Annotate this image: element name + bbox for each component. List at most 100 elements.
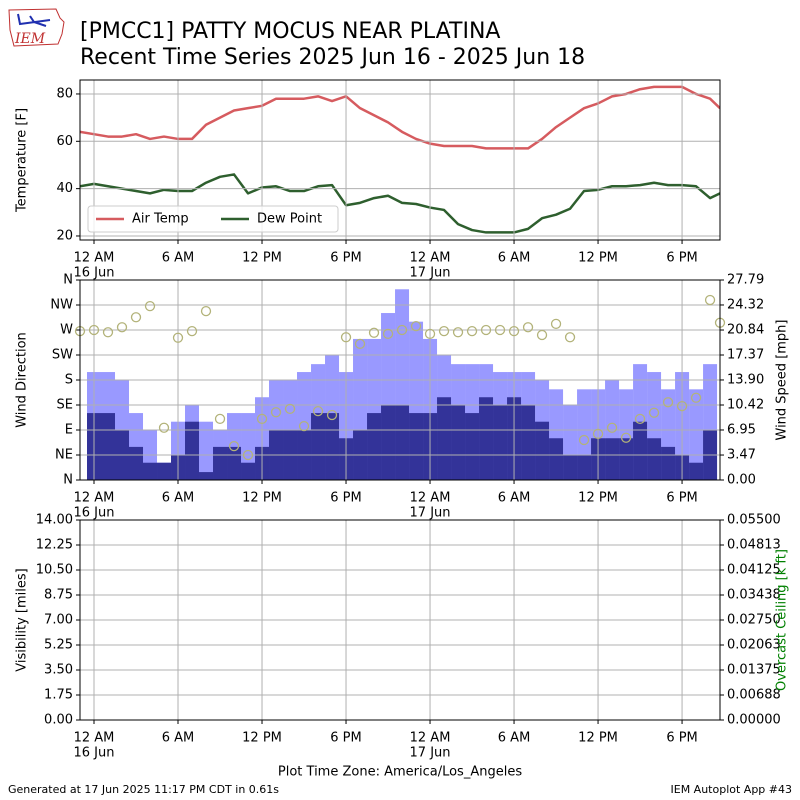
y-tick-label: 7.00: [44, 613, 73, 628]
point: [592, 428, 604, 440]
point: [480, 324, 492, 336]
y2-axis-label: Wind Speed [mph]: [775, 320, 790, 441]
y-tick-label: NW: [50, 298, 73, 313]
point: [326, 409, 338, 421]
point: [620, 432, 632, 443]
point: [550, 318, 562, 330]
point: [606, 422, 618, 433]
y2-axis-label: Overcast Ceiling [k ft]: [775, 549, 790, 691]
y2-tick-label: 0.04813: [727, 538, 781, 553]
point: [284, 403, 296, 415]
point: [270, 407, 282, 418]
bar: [577, 454, 592, 480]
y-tick-label: 3.50: [44, 663, 73, 678]
title-line: [PMCC1] PATTY MOCUS NEAR PLATINA: [80, 19, 500, 44]
point: [704, 294, 716, 306]
point: [228, 440, 240, 452]
x-tick-date: 16 Jun: [74, 266, 115, 281]
bar: [479, 397, 494, 480]
y2-tick-label: 0.04125: [727, 563, 781, 578]
footer-right: IEM Autoplot App #43: [671, 783, 793, 796]
bar: [647, 438, 662, 480]
point: [676, 400, 688, 412]
point: [354, 338, 366, 350]
y2-tick-label: 0.03438: [727, 588, 781, 603]
point: [508, 325, 520, 337]
point: [214, 413, 226, 425]
bar: [199, 472, 214, 480]
x-tick-label: 6 AM: [162, 491, 195, 506]
bar: [521, 405, 536, 480]
point: [158, 422, 170, 433]
frame: [79, 79, 721, 241]
bar: [437, 397, 452, 480]
point: [130, 312, 142, 323]
y-axis-label: Temperature [F]: [15, 108, 30, 213]
bar: [549, 438, 564, 480]
point: [690, 392, 702, 403]
x-tick-date: 17 Jun: [410, 266, 451, 281]
x-tick-date: 16 Jun: [74, 506, 115, 521]
x-tick-label: 6 PM: [330, 491, 361, 506]
bar: [661, 446, 676, 480]
point: [564, 332, 576, 343]
y-tick-label: 10.50: [36, 563, 73, 578]
y2-tick-label: 0.00000: [727, 713, 781, 728]
point: [452, 327, 464, 338]
y2-tick-label: 0.02063: [727, 638, 781, 653]
bar: [689, 462, 704, 480]
point: [340, 332, 352, 343]
point: [466, 325, 478, 337]
point: [102, 327, 114, 338]
point: [116, 322, 128, 333]
bar: [367, 413, 382, 480]
y-tick-label: S: [65, 373, 73, 388]
point: [522, 322, 534, 333]
bar: [409, 413, 424, 480]
point: [382, 328, 394, 340]
y-tick-label: E: [65, 423, 73, 438]
x-tick-label: 6 PM: [330, 251, 361, 266]
point: [298, 420, 310, 432]
point: [256, 413, 268, 425]
point: [144, 300, 156, 312]
y-tick-label: N: [63, 273, 73, 288]
point: [242, 449, 254, 461]
x-tick-label: 12 AM: [74, 251, 115, 266]
logo: IEM: [8, 8, 65, 47]
logo-lines: [17, 13, 51, 27]
x-tick-label: 12 PM: [578, 731, 618, 746]
bar: [227, 446, 242, 480]
point: [424, 328, 436, 340]
point: [200, 305, 212, 317]
bar: [451, 405, 466, 480]
bar: [241, 462, 256, 480]
y2-tick-label: 0.00: [727, 473, 756, 488]
y-tick-label: NE: [55, 448, 73, 463]
footer-left: Generated at 17 Jun 2025 11:17 PM CDT in…: [8, 783, 279, 796]
bar: [101, 413, 116, 480]
point: [648, 407, 660, 418]
y-tick-label: N: [63, 473, 73, 488]
logo-text: IEM: [14, 31, 46, 47]
x-tick-label: 12 PM: [242, 491, 282, 506]
y-tick-label: 20: [56, 228, 73, 243]
x-tick-label: 6 PM: [666, 731, 697, 746]
point: [88, 324, 100, 336]
x-tick-date: 17 Jun: [410, 746, 451, 761]
bar: [563, 454, 578, 480]
point: [578, 434, 590, 446]
y-tick-label: SW: [52, 348, 73, 363]
y2-tick-label: 24.32: [727, 297, 764, 312]
point: [494, 324, 506, 336]
x-tick-label: 6 PM: [330, 731, 361, 746]
y2-tick-label: 0.01375: [727, 663, 781, 678]
y-axis-label: Visibility [miles]: [15, 568, 30, 671]
x-tick-date: 17 Jun: [410, 506, 451, 521]
x-tick-label: 12 AM: [410, 731, 451, 746]
x-tick-label: 6 AM: [162, 251, 195, 266]
point: [662, 397, 674, 408]
logo-outline: [8, 8, 65, 47]
frame: [79, 279, 721, 481]
